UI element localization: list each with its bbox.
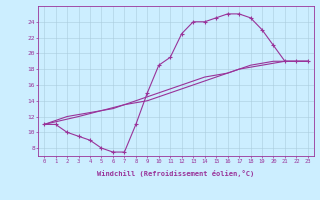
X-axis label: Windchill (Refroidissement éolien,°C): Windchill (Refroidissement éolien,°C) — [97, 170, 255, 177]
